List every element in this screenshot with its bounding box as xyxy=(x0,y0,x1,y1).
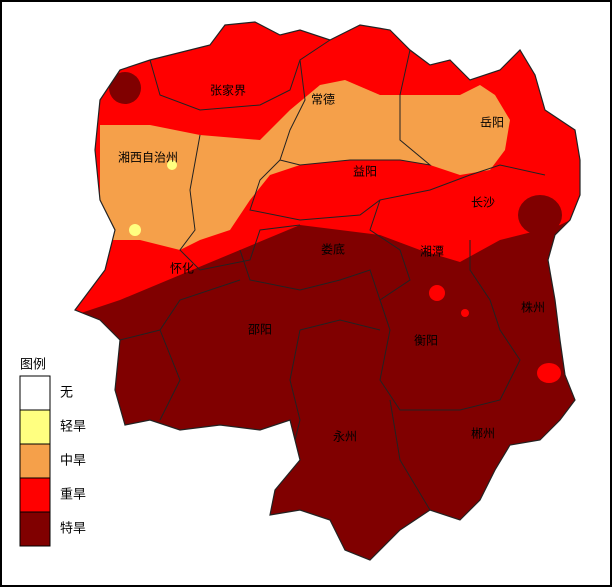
legend-label: 无 xyxy=(60,386,73,401)
city-label: 株州 xyxy=(521,300,545,315)
legend-label: 轻旱 xyxy=(60,420,86,435)
heavy-spot xyxy=(429,285,445,301)
city-label: 益阳 xyxy=(353,165,377,179)
legend-swatch xyxy=(19,477,51,513)
city-label: 郴州 xyxy=(471,427,495,441)
city-label: 湘西自治州 xyxy=(118,150,178,165)
light-spot xyxy=(129,224,141,236)
legend-swatch xyxy=(19,409,51,445)
city-label: 怀化 xyxy=(170,262,194,276)
light-spot xyxy=(167,160,177,170)
city-label: 湘潭 xyxy=(420,244,444,259)
medium-area xyxy=(100,80,510,250)
city-label: 永州 xyxy=(333,430,357,444)
city-label: 衡阳 xyxy=(414,334,438,348)
severe-spot xyxy=(518,195,562,235)
legend-swatch xyxy=(19,443,51,479)
heavy-spot xyxy=(461,309,469,317)
legend-label: 特旱 xyxy=(60,522,86,537)
legend-swatch xyxy=(19,511,51,547)
legend-swatch xyxy=(19,375,51,411)
legend-label: 重旱 xyxy=(60,487,86,503)
city-label: 张家界 xyxy=(210,83,246,98)
city-label: 常德 xyxy=(311,92,335,107)
legend-label: 中旱 xyxy=(60,454,86,469)
heavy-spot xyxy=(537,363,561,383)
legend-title: 图例 xyxy=(20,358,46,373)
city-label: 娄底 xyxy=(321,242,345,257)
city-label: 长沙 xyxy=(471,196,495,210)
city-label: 岳阳 xyxy=(480,116,504,130)
city-label: 邵阳 xyxy=(248,323,272,337)
severe-spot xyxy=(109,72,141,104)
